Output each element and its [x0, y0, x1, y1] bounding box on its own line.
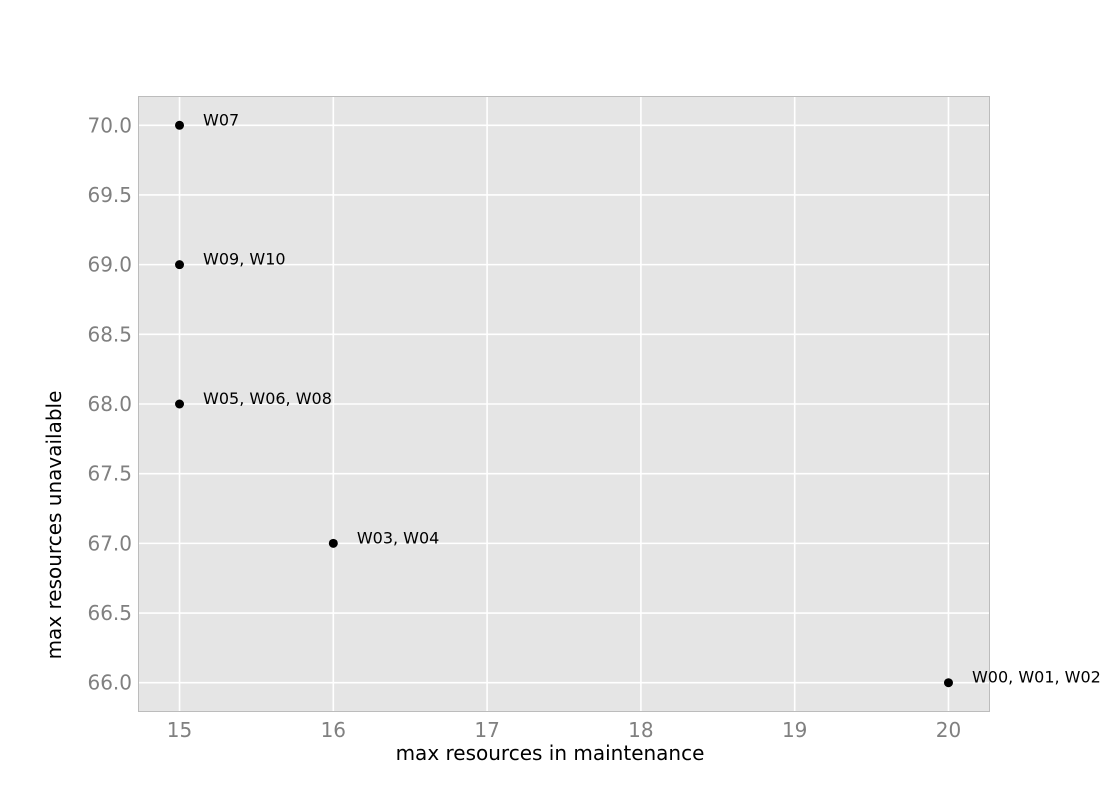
x-tick-label: 16: [321, 718, 346, 742]
y-tick-label: 68.5: [87, 322, 132, 346]
data-point: [175, 399, 185, 409]
x-tick-label: 18: [628, 718, 653, 742]
x-tick-label: 17: [474, 718, 499, 742]
x-tick-label: 19: [782, 718, 807, 742]
data-point: [328, 538, 338, 548]
y-axis-label: max resources unavailable: [42, 391, 66, 660]
y-tick-label: 70.0: [87, 113, 132, 137]
y-tick-label: 67.0: [87, 531, 132, 555]
x-tick-label: 15: [167, 718, 192, 742]
point-label: W03, W04: [357, 528, 440, 547]
x-axis-label: max resources in maintenance: [396, 741, 705, 765]
y-tick-label: 69.5: [87, 183, 132, 207]
data-point: [943, 678, 953, 688]
point-label: W05, W06, W08: [203, 389, 332, 408]
point-label: W07: [203, 110, 239, 129]
data-points: [175, 120, 953, 688]
y-tick-label: 66.5: [87, 601, 132, 625]
plot-frame: [138, 96, 990, 712]
point-label: W00, W01, W02: [972, 668, 1100, 687]
data-point: [175, 260, 185, 270]
point-label: W09, W10: [203, 250, 286, 269]
x-tick-label: 20: [936, 718, 961, 742]
y-tick-labels: 66.0 66.5 67.0 67.5 68.0 68.5 69.0 69.5 70.0: [87, 113, 132, 694]
point-labels: W07 W09, W10 W05, W06, W08 W03, W04 W00, W01…: [203, 110, 1100, 686]
x-tick-labels: 15 16 17 18 19 20: [167, 718, 961, 742]
y-tick-label: 69.0: [87, 253, 132, 277]
y-tick-label: 67.5: [87, 462, 132, 486]
y-tick-label: 68.0: [87, 392, 132, 416]
grid-lines: [138, 96, 990, 712]
y-tick-label: 66.0: [87, 671, 132, 695]
data-point: [175, 120, 185, 130]
